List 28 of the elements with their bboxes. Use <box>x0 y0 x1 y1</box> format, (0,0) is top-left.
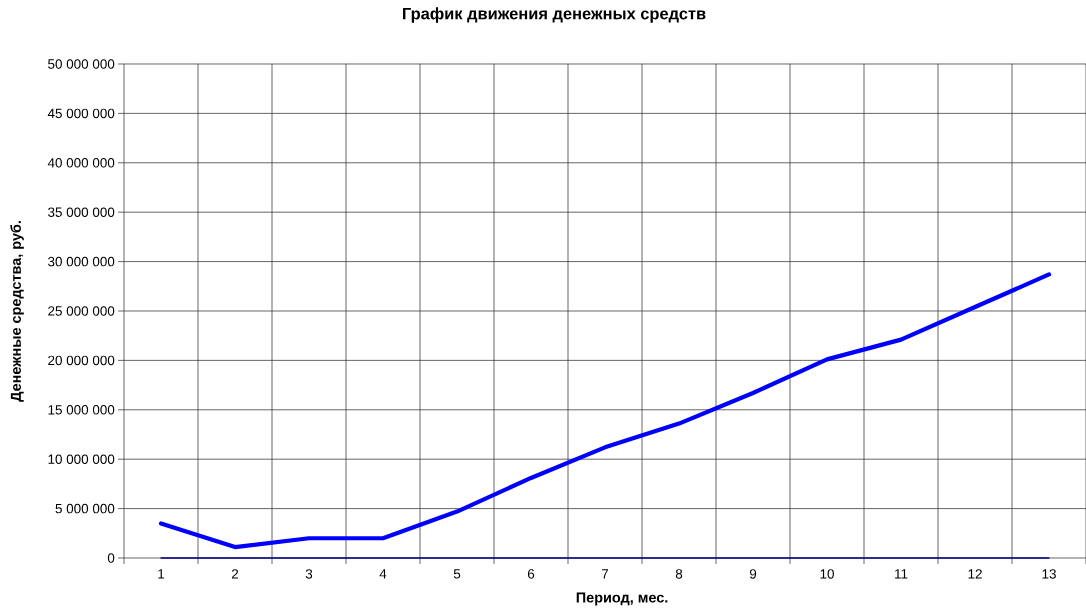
x-tick-label: 11 <box>895 569 908 579</box>
chart-title: График движения денежных средств <box>403 7 706 23</box>
y-tick-label: 25 000 000 <box>48 306 115 316</box>
y-tick-label: 50 000 000 <box>48 59 115 69</box>
y-tick-label: 10 000 000 <box>48 454 115 464</box>
x-tick-label: 9 <box>749 569 757 579</box>
y-tick-label: 45 000 000 <box>47 108 115 119</box>
y-tick-label: 30 000 000 <box>48 256 115 267</box>
y-tick-label: 40 000 000 <box>47 158 115 168</box>
x-tick-label: 4 <box>379 569 387 579</box>
x-tick-label: 6 <box>527 569 535 579</box>
y-tick-label: 0 <box>107 553 115 563</box>
x-tick-label: 3 <box>305 569 313 579</box>
y-tick-label: 20 000 000 <box>48 355 115 366</box>
y-tick-label: 5 000 000 <box>55 503 115 514</box>
y-tick-label: 35 000 000 <box>48 207 115 217</box>
x-tick-label: 12 <box>968 569 982 579</box>
x-tick-label: 10 <box>820 569 834 579</box>
x-axis-title: Период, мес. <box>576 592 668 606</box>
y-axis-title: Денежные средства, руб. <box>10 221 24 402</box>
x-tick-label: 13 <box>1042 569 1056 579</box>
y-tick-label: 15 000 000 <box>48 405 115 415</box>
x-tick-label: 5 <box>453 569 461 579</box>
x-tick-label: 8 <box>675 569 683 579</box>
x-tick-label: 1 <box>158 569 165 579</box>
line-series <box>158 272 1052 550</box>
x-tick-label: 7 <box>601 569 609 579</box>
x-tick-label: 2 <box>231 569 239 579</box>
